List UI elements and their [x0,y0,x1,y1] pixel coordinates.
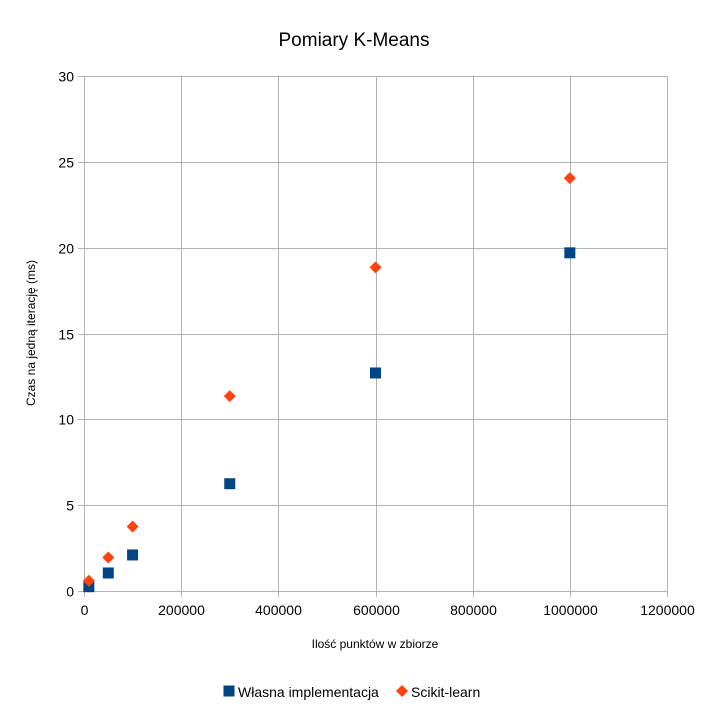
data-point-diamond [369,261,382,274]
legend-diamond-marker [396,685,408,697]
data-point-diamond [563,172,576,185]
x-tick-label: 1000000 [543,602,598,618]
x-tick-label: 0 [81,602,89,618]
data-point-square [102,567,114,579]
grid-layer [84,76,668,592]
y-axis-title: Czas na jedną iterację (ms) [24,260,38,406]
data-point-diamond [82,574,95,587]
legend-label: Własna implementacja [238,684,379,700]
chart-title: Pomiary K-Means [279,30,430,51]
x-tick-label: 200000 [158,602,205,618]
y-tick-label: 10 [58,412,74,428]
y-tick-label: 20 [58,241,74,257]
legend-label: Scikit-learn [411,684,480,700]
data-point-square [564,247,576,259]
data-point-square [127,549,139,561]
data-point-square [370,367,381,379]
legend: Własna implementacja Scikit-learn [223,684,480,700]
x-tick-label: 400000 [255,602,302,618]
data-marks-layer [82,172,576,593]
tick-label-layer: 0 5 10 15 20 25 30 0 200000 400000 600000 800000 100… [58,69,695,619]
y-tick-label: 15 [58,327,74,343]
data-point-square [83,581,95,593]
data-point-diamond [126,520,139,533]
y-tick-label: 30 [58,69,74,85]
data-point-diamond [223,390,236,403]
x-tick-label: 1200000 [640,602,695,618]
data-point-diamond [102,551,115,564]
axis-layer [78,76,668,597]
legend-square-marker [223,685,235,697]
data-point-square [224,478,236,490]
y-tick-label: 25 [58,155,74,171]
x-tick-label: 600000 [353,602,400,618]
x-tick-label: 800000 [450,602,497,618]
y-tick-label: 5 [66,498,74,514]
y-tick-label: 0 [66,584,74,600]
x-axis-title: Ilość punktów w zbiorze [312,637,439,651]
